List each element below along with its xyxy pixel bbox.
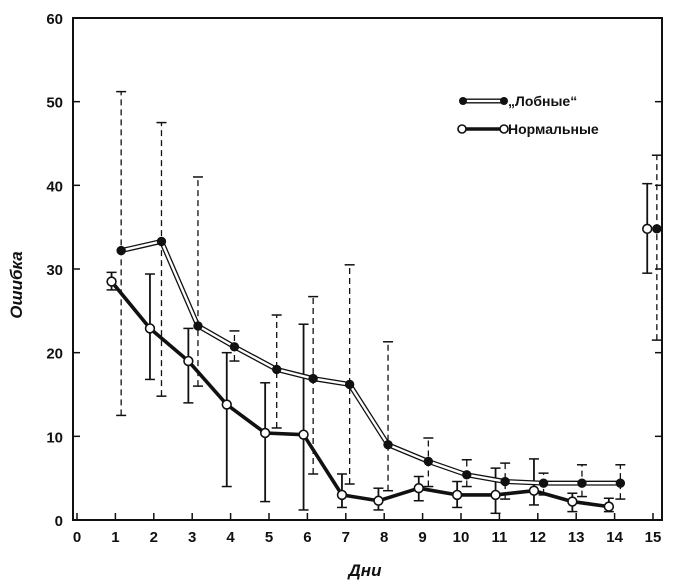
x-tick-label: 5 bbox=[265, 529, 273, 546]
y-tick-label: 10 bbox=[46, 429, 63, 446]
data-point-normal bbox=[373, 495, 384, 506]
x-tick-label: 12 bbox=[529, 529, 546, 546]
x-tick-label: 13 bbox=[568, 529, 585, 546]
data-point-normal bbox=[528, 485, 540, 496]
data-point-normal bbox=[106, 276, 117, 287]
data-point-frontal bbox=[615, 478, 626, 488]
legend-marker-normal bbox=[457, 124, 467, 134]
data-point-normal bbox=[603, 501, 615, 512]
data-point-normal bbox=[221, 399, 232, 410]
data-point-normal bbox=[567, 496, 578, 507]
data-point-normal bbox=[144, 323, 156, 334]
data-point-normal bbox=[336, 489, 348, 501]
x-tick-label: 6 bbox=[303, 529, 311, 546]
x-tick-label: 4 bbox=[226, 529, 235, 546]
data-point-normal bbox=[413, 483, 424, 494]
legend-marker-frontal bbox=[459, 97, 467, 105]
y-tick-label: 50 bbox=[46, 95, 63, 112]
error-bars bbox=[106, 90, 662, 515]
x-tick-label: 11 bbox=[491, 529, 507, 546]
data-point-normal bbox=[298, 429, 309, 440]
x-tick-label: 2 bbox=[150, 529, 158, 546]
series-markers bbox=[106, 223, 662, 512]
data-point-normal bbox=[183, 355, 194, 367]
data-point-frontal bbox=[156, 236, 167, 247]
x-tick-label: 15 bbox=[645, 529, 662, 546]
y-tick-label: 30 bbox=[46, 262, 63, 279]
x-tick-label: 14 bbox=[606, 529, 623, 546]
series-lines bbox=[110, 238, 621, 509]
data-point-frontal bbox=[577, 478, 587, 488]
y-tick-label: 60 bbox=[46, 11, 63, 28]
data-point-frontal bbox=[462, 470, 472, 480]
data-point-normal bbox=[451, 489, 463, 501]
data-point-frontal bbox=[308, 373, 318, 384]
data-point-frontal bbox=[500, 476, 510, 487]
data-point-frontal bbox=[271, 364, 282, 375]
data-point-frontal bbox=[229, 342, 240, 352]
data-point-frontal bbox=[538, 478, 549, 488]
data-point-normal bbox=[490, 489, 501, 501]
x-tick-label: 7 bbox=[342, 529, 350, 546]
legend-label-normal: Нормальные bbox=[508, 121, 599, 137]
x-tick-label: 8 bbox=[380, 529, 388, 546]
y-tick-label: 0 bbox=[55, 513, 63, 530]
series-line-normal bbox=[110, 280, 610, 509]
y-tick-label: 20 bbox=[46, 346, 63, 363]
series-line-frontal-inner bbox=[120, 240, 621, 485]
x-tick-label: 1 bbox=[111, 529, 119, 546]
data-point-frontal bbox=[383, 440, 393, 450]
x-tick-label: 0 bbox=[73, 529, 81, 546]
legend-marker-frontal bbox=[500, 97, 508, 105]
legend-marker-normal bbox=[499, 124, 509, 134]
data-point-normal bbox=[642, 223, 653, 235]
data-point-frontal bbox=[344, 379, 355, 390]
x-axis-label: Дни bbox=[347, 561, 383, 580]
legend-label-frontal: „Лобные“ bbox=[508, 93, 577, 109]
x-tick-label: 3 bbox=[188, 529, 196, 546]
data-point-frontal bbox=[193, 321, 203, 331]
x-tick-label: 10 bbox=[453, 529, 470, 546]
data-point-normal bbox=[259, 427, 271, 439]
x-tick-label: 9 bbox=[418, 529, 426, 546]
data-point-frontal bbox=[423, 456, 434, 467]
data-point-frontal bbox=[116, 245, 126, 256]
data-point-frontal bbox=[652, 224, 662, 234]
legend: „Лобные“ Нормальные bbox=[457, 93, 599, 137]
series-line-frontal-outer bbox=[120, 238, 621, 486]
y-tick-label: 40 bbox=[46, 178, 63, 195]
y-axis-label: Ошибка bbox=[7, 251, 26, 319]
